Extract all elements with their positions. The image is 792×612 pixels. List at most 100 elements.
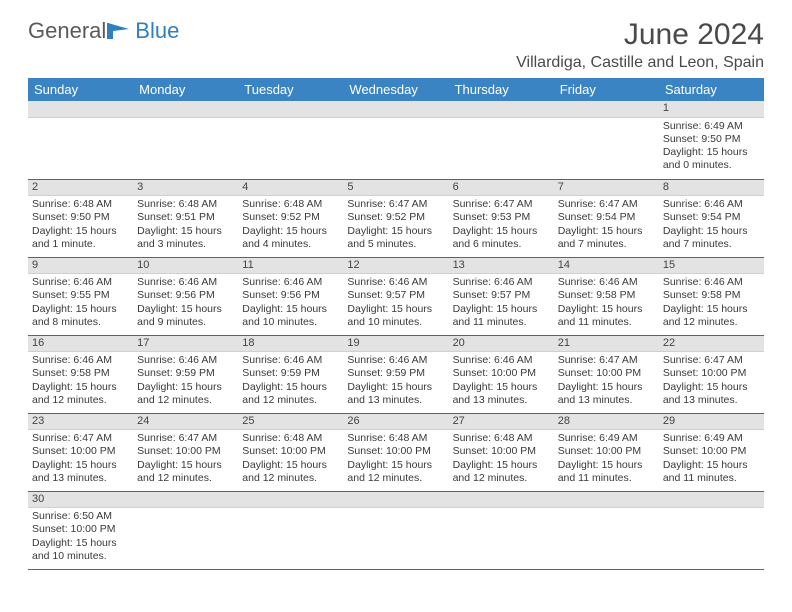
day-details: Sunrise: 6:46 AMSunset: 9:57 PMDaylight:… bbox=[343, 274, 448, 333]
weekday-header: Monday bbox=[133, 78, 238, 101]
sunset-line: Sunset: 9:58 PM bbox=[558, 289, 655, 302]
daylight-line: Daylight: 15 hours and 12 minutes. bbox=[242, 381, 339, 407]
day-details bbox=[343, 118, 448, 124]
sunrise-line: Sunrise: 6:46 AM bbox=[137, 276, 234, 289]
calendar-day-cell: 9Sunrise: 6:46 AMSunset: 9:55 PMDaylight… bbox=[28, 257, 133, 335]
weekday-header-row: Sunday Monday Tuesday Wednesday Thursday… bbox=[28, 78, 764, 101]
sunset-line: Sunset: 9:56 PM bbox=[242, 289, 339, 302]
day-details: Sunrise: 6:48 AMSunset: 10:00 PMDaylight… bbox=[449, 430, 554, 489]
daylight-line: Daylight: 15 hours and 1 minute. bbox=[32, 225, 129, 251]
daylight-line: Daylight: 15 hours and 11 minutes. bbox=[558, 459, 655, 485]
day-number: 24 bbox=[133, 414, 238, 431]
calendar-day-cell: 3Sunrise: 6:48 AMSunset: 9:51 PMDaylight… bbox=[133, 179, 238, 257]
day-details: Sunrise: 6:46 AMSunset: 9:57 PMDaylight:… bbox=[449, 274, 554, 333]
daylight-line: Daylight: 15 hours and 12 minutes. bbox=[137, 381, 234, 407]
daylight-line: Daylight: 15 hours and 13 minutes. bbox=[453, 381, 550, 407]
day-number bbox=[238, 492, 343, 509]
daylight-line: Daylight: 15 hours and 10 minutes. bbox=[347, 303, 444, 329]
day-details: Sunrise: 6:46 AMSunset: 9:58 PMDaylight:… bbox=[659, 274, 764, 333]
sunset-line: Sunset: 9:50 PM bbox=[663, 133, 760, 146]
day-number bbox=[28, 101, 133, 118]
sunrise-line: Sunrise: 6:46 AM bbox=[242, 276, 339, 289]
sunset-line: Sunset: 10:00 PM bbox=[663, 445, 760, 458]
day-number: 6 bbox=[449, 180, 554, 197]
day-details: Sunrise: 6:47 AMSunset: 9:53 PMDaylight:… bbox=[449, 196, 554, 255]
calendar-day-cell: 7Sunrise: 6:47 AMSunset: 9:54 PMDaylight… bbox=[554, 179, 659, 257]
calendar-day-cell: 2Sunrise: 6:48 AMSunset: 9:50 PMDaylight… bbox=[28, 179, 133, 257]
calendar-day-cell: 14Sunrise: 6:46 AMSunset: 9:58 PMDayligh… bbox=[554, 257, 659, 335]
calendar-day-cell: 21Sunrise: 6:47 AMSunset: 10:00 PMDaylig… bbox=[554, 335, 659, 413]
calendar-table: Sunday Monday Tuesday Wednesday Thursday… bbox=[28, 78, 764, 570]
calendar-day-cell: 24Sunrise: 6:47 AMSunset: 10:00 PMDaylig… bbox=[133, 413, 238, 491]
sunrise-line: Sunrise: 6:46 AM bbox=[32, 276, 129, 289]
day-details bbox=[238, 508, 343, 514]
sunrise-line: Sunrise: 6:49 AM bbox=[663, 432, 760, 445]
day-details: Sunrise: 6:49 AMSunset: 9:50 PMDaylight:… bbox=[659, 118, 764, 177]
sunset-line: Sunset: 9:59 PM bbox=[347, 367, 444, 380]
calendar-day-cell bbox=[554, 491, 659, 569]
sunset-line: Sunset: 10:00 PM bbox=[558, 367, 655, 380]
daylight-line: Daylight: 15 hours and 11 minutes. bbox=[453, 303, 550, 329]
day-details: Sunrise: 6:47 AMSunset: 9:52 PMDaylight:… bbox=[343, 196, 448, 255]
sunrise-line: Sunrise: 6:49 AM bbox=[558, 432, 655, 445]
sunrise-line: Sunrise: 6:47 AM bbox=[347, 198, 444, 211]
sunrise-line: Sunrise: 6:48 AM bbox=[453, 432, 550, 445]
calendar-day-cell bbox=[133, 101, 238, 179]
day-number bbox=[343, 492, 448, 509]
weekday-header: Thursday bbox=[449, 78, 554, 101]
sunrise-line: Sunrise: 6:47 AM bbox=[453, 198, 550, 211]
calendar-day-cell bbox=[343, 101, 448, 179]
sunrise-line: Sunrise: 6:46 AM bbox=[663, 198, 760, 211]
sunset-line: Sunset: 9:54 PM bbox=[558, 211, 655, 224]
daylight-line: Daylight: 15 hours and 9 minutes. bbox=[137, 303, 234, 329]
calendar-week-row: 23Sunrise: 6:47 AMSunset: 10:00 PMDaylig… bbox=[28, 413, 764, 491]
sunset-line: Sunset: 9:50 PM bbox=[32, 211, 129, 224]
day-details: Sunrise: 6:50 AMSunset: 10:00 PMDaylight… bbox=[28, 508, 133, 567]
sunrise-line: Sunrise: 6:48 AM bbox=[347, 432, 444, 445]
day-number: 12 bbox=[343, 258, 448, 275]
calendar-day-cell: 6Sunrise: 6:47 AMSunset: 9:53 PMDaylight… bbox=[449, 179, 554, 257]
day-number: 16 bbox=[28, 336, 133, 353]
weekday-header: Friday bbox=[554, 78, 659, 101]
day-number: 21 bbox=[554, 336, 659, 353]
calendar-day-cell bbox=[133, 491, 238, 569]
sunset-line: Sunset: 10:00 PM bbox=[32, 523, 129, 536]
daylight-line: Daylight: 15 hours and 13 minutes. bbox=[558, 381, 655, 407]
daylight-line: Daylight: 15 hours and 7 minutes. bbox=[558, 225, 655, 251]
calendar-day-cell: 16Sunrise: 6:46 AMSunset: 9:58 PMDayligh… bbox=[28, 335, 133, 413]
day-number: 13 bbox=[449, 258, 554, 275]
calendar-day-cell: 20Sunrise: 6:46 AMSunset: 10:00 PMDaylig… bbox=[449, 335, 554, 413]
day-number: 29 bbox=[659, 414, 764, 431]
sunrise-line: Sunrise: 6:46 AM bbox=[453, 276, 550, 289]
calendar-week-row: 1Sunrise: 6:49 AMSunset: 9:50 PMDaylight… bbox=[28, 101, 764, 179]
calendar-day-cell: 29Sunrise: 6:49 AMSunset: 10:00 PMDaylig… bbox=[659, 413, 764, 491]
day-number bbox=[554, 492, 659, 509]
calendar-day-cell: 25Sunrise: 6:48 AMSunset: 10:00 PMDaylig… bbox=[238, 413, 343, 491]
sunset-line: Sunset: 9:54 PM bbox=[663, 211, 760, 224]
sunrise-line: Sunrise: 6:46 AM bbox=[453, 354, 550, 367]
sunset-line: Sunset: 9:52 PM bbox=[347, 211, 444, 224]
day-details: Sunrise: 6:48 AMSunset: 10:00 PMDaylight… bbox=[343, 430, 448, 489]
calendar-day-cell: 5Sunrise: 6:47 AMSunset: 9:52 PMDaylight… bbox=[343, 179, 448, 257]
sunset-line: Sunset: 9:57 PM bbox=[453, 289, 550, 302]
day-details: Sunrise: 6:47 AMSunset: 10:00 PMDaylight… bbox=[659, 352, 764, 411]
calendar-day-cell bbox=[449, 491, 554, 569]
daylight-line: Daylight: 15 hours and 10 minutes. bbox=[32, 537, 129, 563]
weekday-header: Sunday bbox=[28, 78, 133, 101]
daylight-line: Daylight: 15 hours and 4 minutes. bbox=[242, 225, 339, 251]
sunset-line: Sunset: 9:58 PM bbox=[32, 367, 129, 380]
day-number bbox=[238, 101, 343, 118]
sunset-line: Sunset: 10:00 PM bbox=[558, 445, 655, 458]
sunrise-line: Sunrise: 6:50 AM bbox=[32, 510, 129, 523]
calendar-day-cell bbox=[343, 491, 448, 569]
calendar-day-cell: 26Sunrise: 6:48 AMSunset: 10:00 PMDaylig… bbox=[343, 413, 448, 491]
sunrise-line: Sunrise: 6:49 AM bbox=[663, 120, 760, 133]
daylight-line: Daylight: 15 hours and 12 minutes. bbox=[663, 303, 760, 329]
sunrise-line: Sunrise: 6:46 AM bbox=[558, 276, 655, 289]
daylight-line: Daylight: 15 hours and 13 minutes. bbox=[32, 459, 129, 485]
sunrise-line: Sunrise: 6:48 AM bbox=[242, 198, 339, 211]
day-details bbox=[554, 508, 659, 514]
sunset-line: Sunset: 10:00 PM bbox=[137, 445, 234, 458]
day-details: Sunrise: 6:46 AMSunset: 9:56 PMDaylight:… bbox=[133, 274, 238, 333]
sunrise-line: Sunrise: 6:46 AM bbox=[32, 354, 129, 367]
